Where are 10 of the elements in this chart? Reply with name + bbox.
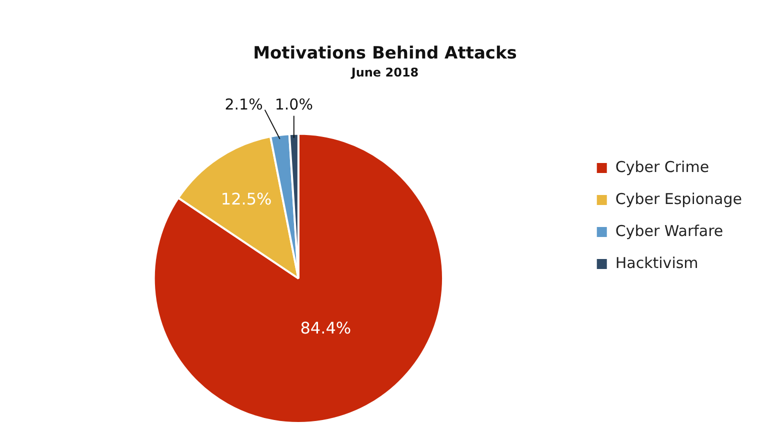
data-label: 84.4% — [300, 318, 352, 338]
data-label: 2.1% — [224, 96, 263, 114]
legend-label: Cyber Warfare — [615, 222, 724, 240]
chart-subtitle: June 2018 — [350, 66, 419, 80]
data-label: 1.0% — [274, 96, 313, 114]
legend-label: Cyber Crime — [615, 158, 710, 176]
data-label: 12.5% — [220, 189, 272, 208]
legend-label: Hacktivism — [615, 254, 698, 272]
chart-title: Motivations Behind Attacks — [253, 44, 517, 64]
legend-label: Cyber Espionage — [615, 190, 742, 208]
